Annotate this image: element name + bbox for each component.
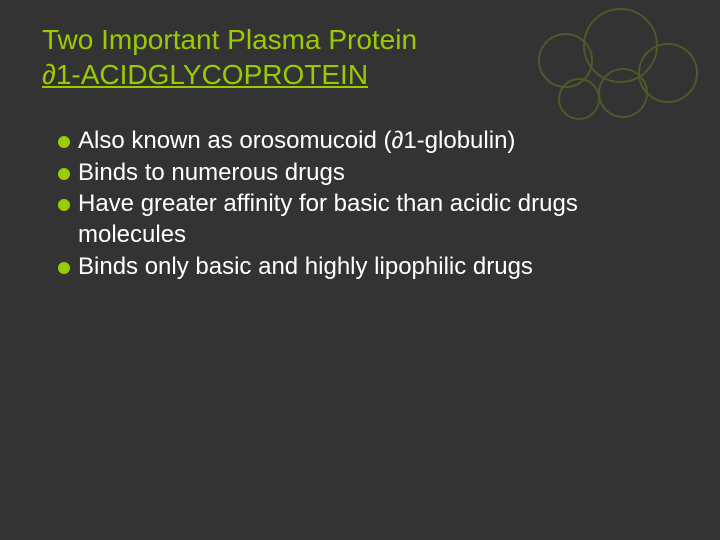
bullet-icon <box>58 199 70 211</box>
bullet-text: Binds to numerous drugs <box>78 158 680 189</box>
bullet-text: Binds only basic and highly lipophilic d… <box>78 252 680 283</box>
decorative-circle <box>558 78 600 120</box>
bullet-icon <box>58 168 70 180</box>
bullet-item: Binds to numerous drugs <box>58 158 680 189</box>
bullet-item: Binds only basic and highly lipophilic d… <box>58 252 680 283</box>
decorative-circle <box>598 68 648 118</box>
decorative-circles <box>528 8 708 138</box>
bullet-icon <box>58 136 70 148</box>
bullet-item: Have greater affinity for basic than aci… <box>58 189 680 250</box>
bullet-text: Have greater affinity for basic than aci… <box>78 189 680 250</box>
bullet-icon <box>58 262 70 274</box>
